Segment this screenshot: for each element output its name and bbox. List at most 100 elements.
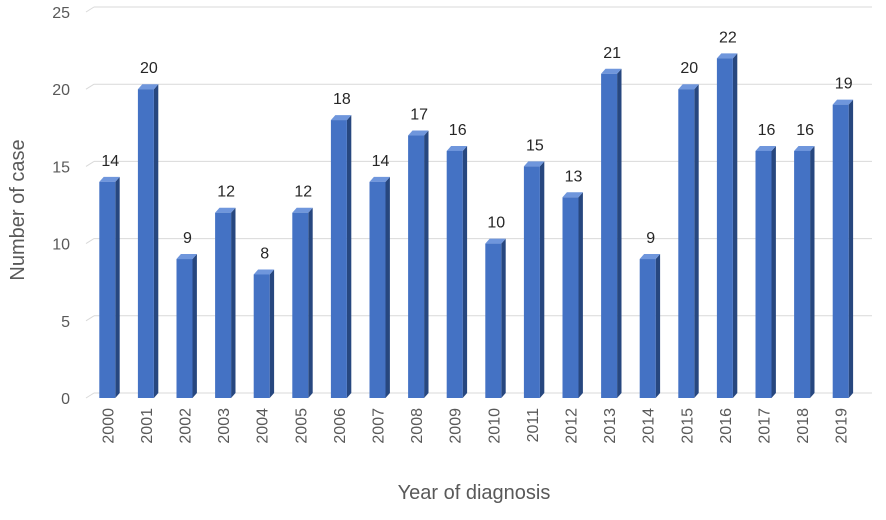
gridline-depth xyxy=(85,392,95,399)
bar-top xyxy=(99,176,120,182)
bar xyxy=(678,84,699,398)
y-tick-label: 5 xyxy=(61,314,70,331)
bar-front xyxy=(446,150,463,398)
bar-top xyxy=(408,130,429,136)
bar-side xyxy=(346,115,352,398)
bar xyxy=(292,207,313,398)
y-axis-title: Number of case xyxy=(7,139,29,280)
bar xyxy=(446,145,468,398)
gridline-depth xyxy=(85,83,95,90)
data-label: 16 xyxy=(796,122,814,139)
bar-side xyxy=(810,145,815,398)
bar-front xyxy=(562,197,579,398)
bar-side xyxy=(424,130,429,398)
x-tick-label: 2008 xyxy=(409,408,426,444)
bar-top xyxy=(832,99,854,105)
data-label: 13 xyxy=(565,168,583,185)
bar-side xyxy=(848,99,854,398)
bar xyxy=(137,84,159,398)
x-tick-label: 2014 xyxy=(641,408,658,444)
bar-side xyxy=(231,207,236,398)
bar-side xyxy=(617,68,622,398)
y-tick-label: 15 xyxy=(52,159,70,176)
bar-front xyxy=(99,181,116,398)
x-tick-label: 2013 xyxy=(602,408,619,444)
bar-front xyxy=(832,104,849,398)
bar-top xyxy=(292,207,313,213)
bar-side xyxy=(694,84,699,398)
bar-top xyxy=(176,254,197,260)
bar-side xyxy=(771,145,776,398)
bar xyxy=(716,53,738,398)
bar-front xyxy=(369,181,386,398)
x-tick-label: 2011 xyxy=(525,408,542,443)
data-label: 20 xyxy=(140,60,158,77)
x-tick-label: 2001 xyxy=(139,408,156,444)
data-label: 22 xyxy=(719,29,737,46)
x-axis-ticks: 2000 2001 2002 2003 2004 2005 2006 2007 2008 2009… xyxy=(100,408,850,444)
bar-front xyxy=(678,89,695,398)
bar-top xyxy=(215,207,236,213)
x-tick-label: 2004 xyxy=(255,408,272,444)
data-label: 12 xyxy=(294,184,312,201)
data-label: 17 xyxy=(410,107,428,124)
data-label: 14 xyxy=(372,153,390,170)
y-tick-label: 0 xyxy=(61,391,70,408)
x-tick-label: 2000 xyxy=(100,408,117,444)
bar xyxy=(794,145,815,398)
gridline-depth xyxy=(85,315,95,322)
bar xyxy=(253,269,275,398)
x-tick-label: 2017 xyxy=(757,408,774,444)
bar-front xyxy=(755,150,772,398)
bar-side xyxy=(385,176,390,398)
y-tick-label: 20 xyxy=(52,82,70,99)
bar xyxy=(369,176,390,398)
y-axis-ticks: 0 5 10 15 20 25 xyxy=(52,5,70,408)
bar-top xyxy=(601,68,622,74)
data-label: 10 xyxy=(487,215,505,232)
bar xyxy=(330,115,352,398)
x-tick-label: 2005 xyxy=(293,408,310,444)
bar xyxy=(408,130,429,398)
bar-front xyxy=(485,243,502,398)
bar-top xyxy=(253,269,275,275)
bar-side xyxy=(732,53,738,398)
bar-side xyxy=(501,238,506,398)
bar-side xyxy=(539,161,545,398)
data-label: 12 xyxy=(217,184,235,201)
bar xyxy=(485,238,506,398)
data-label: 15 xyxy=(526,137,544,154)
x-tick-label: 2012 xyxy=(564,408,581,444)
gridline-depth xyxy=(85,238,95,245)
bar-front xyxy=(601,73,618,398)
bar xyxy=(176,254,197,398)
bar xyxy=(99,176,120,398)
bar xyxy=(562,192,583,398)
bar-side xyxy=(269,269,275,398)
gridline-depth xyxy=(85,160,95,167)
bar-top xyxy=(369,176,390,182)
data-label: 9 xyxy=(646,230,655,247)
data-label: 19 xyxy=(835,76,853,93)
data-label: 18 xyxy=(333,91,351,108)
bar-top xyxy=(485,238,506,244)
bar-side xyxy=(192,254,197,398)
x-tick-label: 2010 xyxy=(486,408,503,444)
x-tick-label: 2007 xyxy=(371,408,388,444)
bar-side xyxy=(153,84,159,398)
bar-front xyxy=(639,259,656,398)
data-label: 9 xyxy=(183,230,192,247)
bar-top xyxy=(523,161,545,167)
x-tick-label: 2018 xyxy=(795,408,812,444)
data-label: 21 xyxy=(603,45,621,62)
bar-top xyxy=(137,84,159,90)
bar-front xyxy=(716,58,733,398)
x-tick-label: 2006 xyxy=(332,408,349,444)
bar-front xyxy=(523,166,540,398)
bar-side xyxy=(462,145,468,398)
y-tick-label: 10 xyxy=(52,237,70,254)
bar-front xyxy=(137,89,154,398)
bar-side xyxy=(578,192,583,398)
